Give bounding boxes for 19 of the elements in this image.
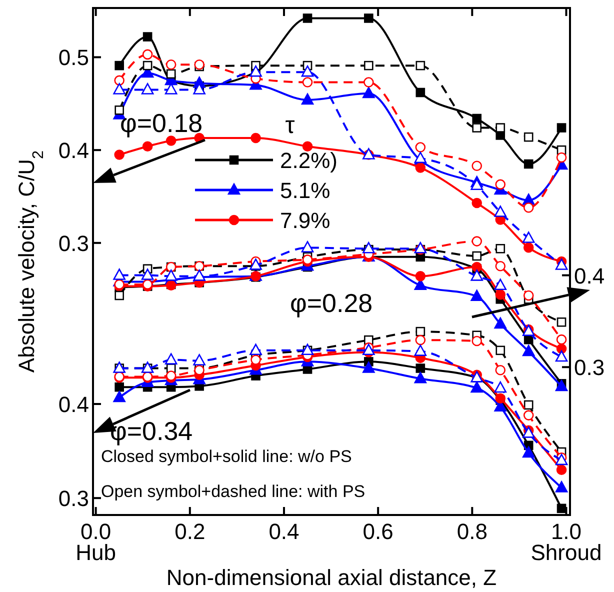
- annotation: φ=0.34: [110, 416, 193, 446]
- y-tick-label: 0.4: [58, 138, 89, 164]
- annotation: φ=0.28: [290, 288, 373, 318]
- x-tick-label: 0.2: [174, 519, 206, 544]
- annotation: φ=0.18: [120, 108, 203, 138]
- annotation: Open symbol+dashed line: with PS: [101, 482, 366, 501]
- legend-label: 2.2%): [280, 148, 338, 173]
- legend-title: τ: [285, 112, 296, 139]
- x-axis-title: Non-dimensional axial distance, Z: [166, 565, 497, 590]
- x-tick-label: 0.4: [268, 519, 300, 544]
- x-tick-label: 0.8: [456, 519, 488, 544]
- y-tick-label: 0.5: [58, 45, 89, 70]
- y2-tick-label: 0.3: [574, 355, 605, 380]
- legend-label: 5.1%: [280, 178, 330, 203]
- y2-tick-label: 0.4: [574, 263, 605, 288]
- y-tick-label: 0.3: [58, 230, 89, 256]
- annotation: Closed symbol+solid line: w/o PS: [101, 447, 352, 466]
- x-tick-label: 0.6: [362, 519, 394, 544]
- legend-label: 7.9%: [280, 208, 330, 233]
